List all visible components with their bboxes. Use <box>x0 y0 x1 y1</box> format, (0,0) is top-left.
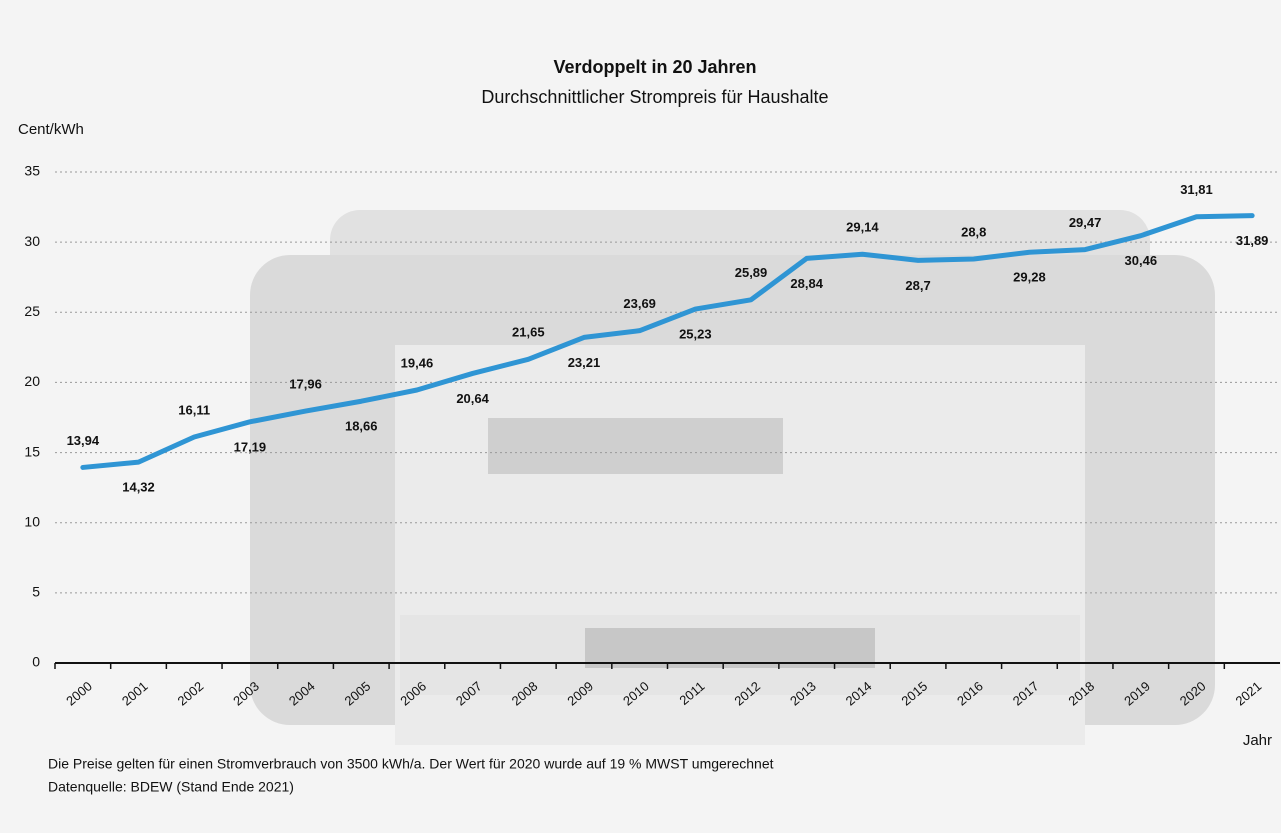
data-label: 25,89 <box>735 265 768 280</box>
y-tick-label: 25 <box>24 303 40 319</box>
data-label: 19,46 <box>401 355 434 370</box>
y-tick-label: 0 <box>32 654 40 670</box>
data-label: 18,66 <box>345 419 378 434</box>
data-label: 13,94 <box>67 433 100 448</box>
y-tick-label: 35 <box>24 163 40 179</box>
y-tick-label: 10 <box>24 513 40 529</box>
y-tick-label: 15 <box>24 443 40 459</box>
data-label: 30,46 <box>1125 253 1158 268</box>
y-tick-label: 20 <box>24 373 40 389</box>
footnote: Die Preise gelten für einen Stromverbrau… <box>48 756 774 772</box>
data-label: 31,81 <box>1180 182 1213 197</box>
data-label: 20,64 <box>456 391 489 406</box>
data-label: 14,32 <box>122 480 155 495</box>
data-label: 28,84 <box>790 276 823 291</box>
footnote: Datenquelle: BDEW (Stand Ende 2021) <box>48 779 294 795</box>
data-label: 29,47 <box>1069 215 1102 230</box>
data-label: 21,65 <box>512 325 545 340</box>
data-label: 16,11 <box>178 402 210 417</box>
y-tick-label: 30 <box>24 233 40 249</box>
chart-subtitle: Durchschnittlicher Strompreis für Hausha… <box>481 87 828 107</box>
data-label: 17,96 <box>289 376 322 391</box>
y-axis-label: Cent/kWh <box>18 121 84 138</box>
chart: Verdoppelt in 20 Jahren Durchschnittlich… <box>0 0 1281 833</box>
data-label: 29,14 <box>846 220 879 235</box>
data-label: 23,21 <box>568 355 601 370</box>
data-label: 17,19 <box>234 439 267 454</box>
data-label: 23,69 <box>623 296 656 311</box>
x-axis-label: Jahr <box>1243 732 1272 749</box>
y-tick-label: 5 <box>32 584 40 600</box>
data-label: 28,8 <box>961 224 986 239</box>
data-label: 29,28 <box>1013 270 1046 285</box>
chart-title: Verdoppelt in 20 Jahren <box>553 57 756 77</box>
data-label: 25,23 <box>679 326 712 341</box>
data-label: 31,89 <box>1236 233 1269 248</box>
data-label: 28,7 <box>905 278 930 293</box>
